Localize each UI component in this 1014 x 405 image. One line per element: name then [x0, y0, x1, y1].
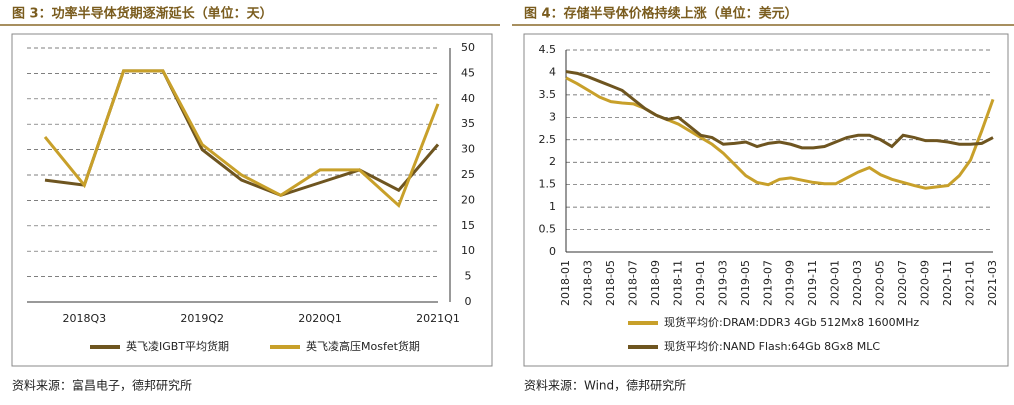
- series-line: [43, 69, 440, 209]
- y-tick-label: 2.5: [539, 133, 557, 146]
- chart-title: 图 4：存储半导体价格持续上涨（单位：美元）: [524, 6, 798, 22]
- chart-title: 图 3：功率半导体货期逐渐延长（单位：天）: [12, 6, 273, 22]
- y-tick-label: 45: [461, 66, 475, 79]
- x-tick-label: 2018-03: [581, 260, 594, 306]
- x-tick-label: 2021Q1: [416, 312, 460, 325]
- y-tick-label: 2: [549, 155, 556, 168]
- y-tick-label: 0: [549, 245, 556, 258]
- legend-label: 英飞凌IGBT平均货期: [126, 339, 229, 353]
- x-tick-label: 2021-03: [986, 260, 999, 306]
- x-tick-label: 2018-07: [626, 260, 639, 306]
- y-tick-label: 25: [461, 168, 475, 181]
- x-tick-label: 2019-01: [694, 260, 707, 306]
- source: 资料来源：Wind，德邦研究所: [524, 378, 686, 393]
- legend-label: 英飞凌高压Mosfet货期: [306, 339, 420, 353]
- x-tick-label: 2018-05: [604, 260, 617, 306]
- x-tick-label: 2019-03: [716, 260, 729, 306]
- x-tick-label: 2019Q2: [180, 312, 224, 325]
- x-tick-label: 2018-09: [649, 260, 662, 306]
- y-tick-label: 0.5: [539, 223, 557, 236]
- legend-label: 现货平均价:DRAM:DDR3 4Gb 512Mx8 1600MHz: [664, 315, 919, 329]
- y-tick-label: 1.5: [539, 178, 557, 191]
- y-tick-label: 1: [549, 200, 556, 213]
- y-tick-label: 15: [461, 219, 475, 232]
- series-line: [565, 76, 995, 190]
- source: 资料来源：富昌电子，德邦研究所: [12, 378, 192, 393]
- series-line: [565, 70, 994, 150]
- x-tick-label: 2018-11: [671, 260, 684, 306]
- y-tick-label: 30: [461, 143, 475, 156]
- x-tick-label: 2020-11: [941, 260, 954, 306]
- x-tick-label: 2020-03: [851, 260, 864, 306]
- y-tick-label: 10: [461, 244, 475, 257]
- y-tick-label: 5: [465, 270, 472, 283]
- y-tick-label: 4.5: [539, 43, 557, 56]
- y-tick-label: 3.5: [539, 88, 557, 101]
- legend-label: 现货平均价:NAND Flash:64Gb 8Gx8 MLC: [664, 339, 880, 353]
- x-tick-label: 2020-05: [874, 260, 887, 306]
- x-tick-label: 2018Q3: [62, 312, 106, 325]
- x-tick-label: 2019-11: [806, 260, 819, 306]
- y-tick-label: 40: [461, 92, 475, 105]
- x-tick-label: 2019-07: [761, 260, 774, 306]
- x-tick-label: 2020-09: [919, 260, 932, 306]
- y-tick-label: 35: [461, 117, 475, 130]
- x-tick-label: 2019-05: [739, 260, 752, 306]
- x-tick-label: 2019-09: [784, 260, 797, 306]
- x-tick-label: 2020-01: [829, 260, 842, 306]
- y-tick-label: 20: [461, 193, 475, 206]
- x-tick-label: 2020Q1: [298, 312, 342, 325]
- y-tick-label: 0: [465, 295, 472, 308]
- y-tick-label: 3: [549, 110, 556, 123]
- x-tick-label: 2021-01: [964, 260, 977, 306]
- y-tick-label: 50: [461, 41, 475, 54]
- x-tick-label: 2020-07: [896, 260, 909, 306]
- y-tick-label: 4: [549, 65, 556, 78]
- x-tick-label: 2018-01: [559, 260, 572, 306]
